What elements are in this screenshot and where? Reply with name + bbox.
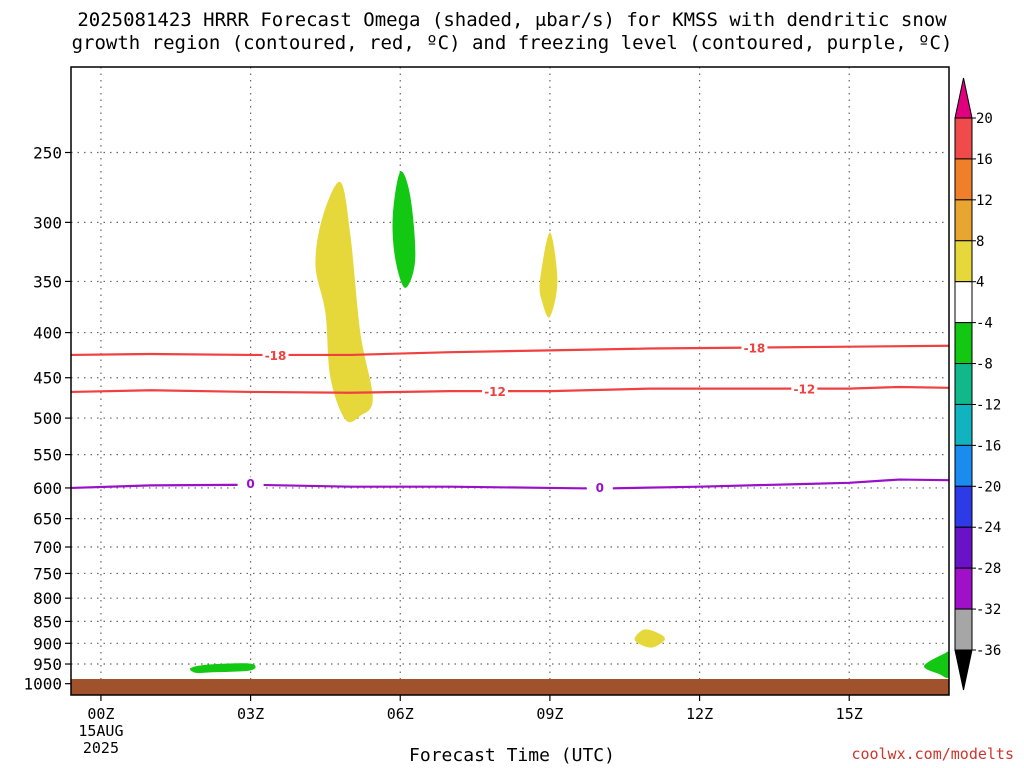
contours: -18 -18 -12 -12 0 0 [71, 341, 949, 495]
colorbar-bin--32--28 [954, 567, 973, 610]
colorbar-label--16: -16 [976, 438, 1001, 454]
colorbar-label--4: -4 [976, 316, 993, 332]
omega-region-1 [315, 181, 373, 423]
contour-label-bg [791, 382, 818, 397]
y-tick-label-1000: 1000 [23, 675, 62, 694]
omega-shading [189, 171, 949, 678]
x-tick-label-06Z: 06Z [387, 705, 414, 723]
contour-label--12-2: -12 [793, 382, 815, 396]
colorbar-bin-16-20 [954, 117, 973, 160]
y-tick-label-950: 950 [33, 655, 62, 674]
y-tick-label-900: 900 [33, 634, 62, 653]
colorbar-bin--20--16 [954, 444, 973, 487]
colorbar-bin--16--12 [954, 403, 973, 446]
colorbar-label--8: -8 [976, 357, 993, 373]
colorbar-label--28: -28 [976, 561, 1001, 577]
contour-label-bg [482, 384, 509, 399]
y-tick-label-350: 350 [33, 272, 62, 291]
omega-region-2 [392, 171, 416, 288]
contour-label--12-1: -12 [484, 385, 506, 399]
chart-title-line2: growth region (contoured, red, ºC) and f… [71, 32, 953, 54]
contour-label-bg [262, 348, 289, 363]
contour-label--18-2: -18 [744, 342, 766, 356]
contour-line--12 [71, 385, 949, 394]
contour-label-freezing-level-1: 0 [246, 477, 254, 491]
y-tick-label-300: 300 [33, 213, 62, 232]
x-tick-label-15Z: 15Z [836, 705, 863, 723]
x-tick-label-03Z: 03Z [237, 705, 264, 723]
y-tick-label-650: 650 [33, 510, 62, 529]
contour-label-bg [586, 480, 613, 495]
contour-line--18 [71, 344, 949, 357]
x-tick-label-12Z: 12Z [686, 705, 713, 723]
omega-region-6 [924, 651, 949, 678]
colorbar-label--36: -36 [976, 643, 1001, 659]
y-tick-label-550: 550 [33, 446, 62, 465]
colorbar-label-4: 4 [976, 275, 984, 291]
colorbar-label-20: 20 [976, 111, 993, 127]
y-tick-label-500: 500 [33, 409, 62, 428]
colorbar-bottom-arrow [954, 649, 973, 691]
omega-region-4 [634, 629, 665, 648]
y-tick-label-600: 600 [33, 479, 62, 498]
colorbar: 20 16 12 8 4 -4 -8 -12 -16 -20 -24 -28 -32 -36 [954, 77, 1001, 691]
y-tick-label-800: 800 [33, 589, 62, 608]
colorbar-bin--4-4 [954, 281, 973, 324]
colorbar-label-16: 16 [976, 152, 993, 168]
y-axis-ticks: 250 300 350 400 450 500 550 600 650 700 750 800 850 9… [23, 143, 71, 694]
y-tick-label-400: 400 [33, 324, 62, 343]
omega-region-3 [539, 232, 558, 318]
colorbar-label--12: -12 [976, 397, 1001, 413]
chart-title-line1: 2025081423 HRRR Forecast Omega (shaded, … [77, 9, 947, 31]
colorbar-bin-4-8 [954, 240, 973, 283]
contour-label-freezing-level-2: 0 [596, 481, 604, 495]
colorbar-label--20: -20 [976, 479, 1001, 495]
contour-line-freezing-level [71, 478, 949, 490]
x-tick-year: 2025 [83, 739, 119, 757]
grid [71, 67, 949, 695]
x-axis-label: Forecast Time (UTC) [409, 745, 615, 766]
contour-label--18-1: -18 [265, 349, 287, 363]
colorbar-label-12: 12 [976, 193, 993, 209]
colorbar-bin-12-16 [954, 158, 973, 201]
colorbar-bin-8-12 [954, 199, 973, 242]
omega-region-5 [189, 663, 256, 674]
colorbar-top-arrow [954, 77, 973, 119]
x-tick-date: 15AUG [78, 722, 123, 740]
x-tick-label-09Z: 09Z [536, 705, 563, 723]
y-tick-label-700: 700 [33, 538, 62, 557]
colorbar-bin--12--8 [954, 363, 973, 405]
x-tick-label-00Z: 00Z [87, 705, 114, 723]
colorbar-bin--28--24 [954, 526, 973, 569]
y-tick-label-450: 450 [33, 369, 62, 388]
colorbar-bin--24--20 [954, 485, 973, 528]
y-tick-label-750: 750 [33, 564, 62, 583]
colorbar-label--32: -32 [976, 602, 1001, 618]
ground-below-surface [71, 679, 949, 695]
watermark: coolwx.com/modelts [851, 745, 1014, 763]
colorbar-bin--36--32 [954, 608, 973, 651]
contour-label-bg [741, 341, 768, 356]
plot-frame [70, 66, 950, 696]
y-tick-label-250: 250 [33, 143, 62, 162]
y-tick-label-850: 850 [33, 612, 62, 631]
ground-layer [71, 679, 949, 695]
colorbar-bin--8--4 [954, 322, 973, 365]
colorbar-label-8: 8 [976, 234, 984, 250]
contour-label-bg [237, 477, 264, 492]
colorbar-label--24: -24 [976, 520, 1001, 536]
